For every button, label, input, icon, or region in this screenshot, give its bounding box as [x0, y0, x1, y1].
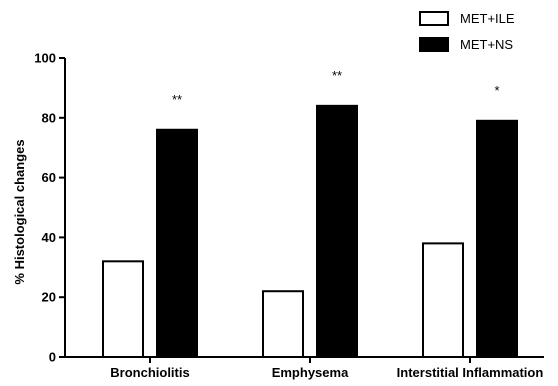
legend-label: MET+NS [460, 37, 513, 52]
bar-met-ile-bronchiolitis [102, 260, 144, 359]
significance-marker: ** [332, 68, 342, 83]
x-category-label: Interstitial Inflammation [397, 365, 544, 380]
y-tick-label: 80 [42, 110, 56, 125]
y-tick-label: 40 [42, 230, 56, 245]
bar-met-ns-interstitial-inflammation [476, 119, 518, 359]
legend-label: MET+ILE [460, 11, 515, 26]
bar-met-ile-emphysema [262, 290, 304, 358]
legend-swatch [419, 37, 449, 52]
bar-met-ile-interstitial-inflammation [422, 242, 464, 359]
y-tick-label: 0 [49, 350, 56, 365]
significance-marker: * [494, 83, 499, 98]
plot-area: 0 20 40 60 80 100 ** Bronchiolitis ** Emphysema * I… [34, 51, 544, 380]
bar-met-ns-bronchiolitis [156, 128, 198, 358]
x-category-label: Bronchiolitis [110, 365, 189, 380]
y-tick-label: 100 [34, 51, 56, 66]
legend: MET+ILE MET+NS [419, 11, 515, 52]
significance-marker: ** [172, 92, 182, 107]
y-tick-label: 60 [42, 170, 56, 185]
legend-swatch [419, 11, 449, 26]
bar-met-ns-emphysema [316, 104, 358, 358]
x-category-label: Emphysema [272, 365, 349, 380]
y-axis-title: % Histological changes [12, 139, 27, 284]
y-tick-label: 20 [42, 290, 56, 305]
